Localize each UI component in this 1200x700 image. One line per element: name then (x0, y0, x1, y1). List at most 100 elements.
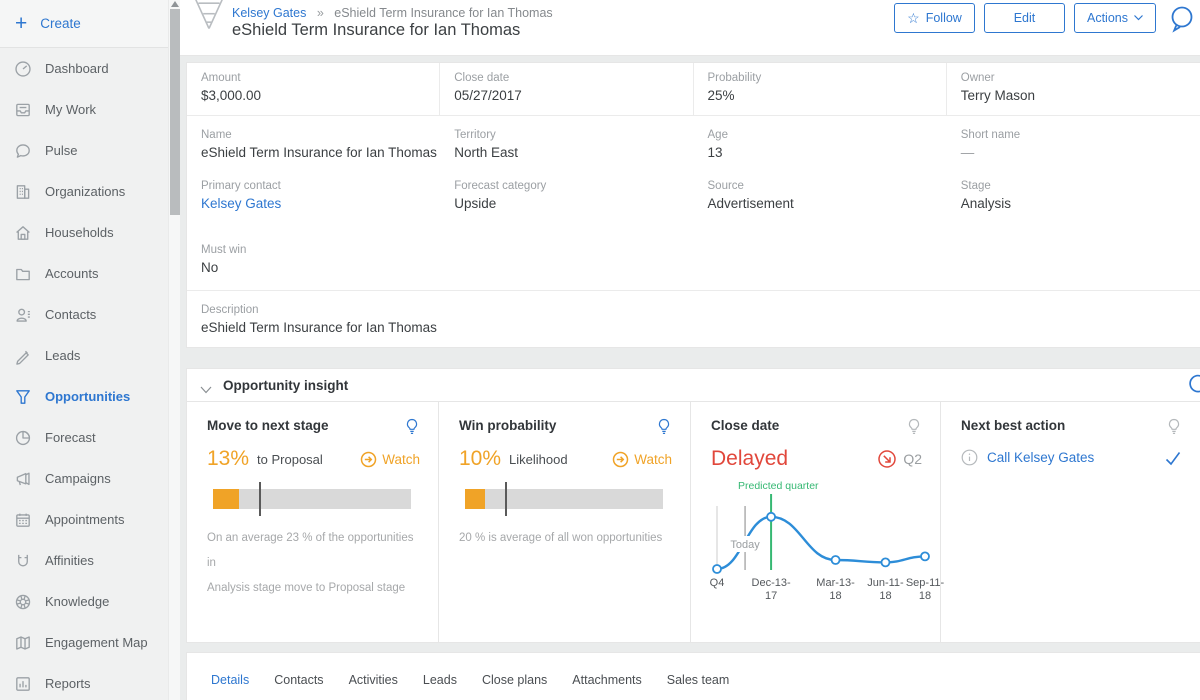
field-value: eShield Term Insurance for Ian Thomas (201, 320, 437, 335)
tab-details[interactable]: Details (211, 673, 250, 687)
sidebar-item-households[interactable]: Households (0, 212, 168, 253)
watch-button[interactable]: Watch (612, 451, 672, 468)
field-value: 05/27/2017 (454, 88, 522, 103)
field-label: Amount (201, 72, 241, 84)
svg-text:Sep-11-: Sep-11- (906, 577, 945, 589)
field-value: eShield Term Insurance for Ian Thomas (201, 145, 437, 160)
sidebar-item-create[interactable]: + Create (0, 0, 180, 48)
tab-attachments[interactable]: Attachments (572, 673, 642, 687)
chevron-down-icon (1134, 15, 1143, 21)
chat-bubble-icon[interactable] (1169, 5, 1195, 33)
field-value-link[interactable]: Kelsey Gates (201, 196, 282, 211)
insight-card-move-to-next-stage: Move to next stage 13% to Proposal (187, 402, 439, 642)
follow-button[interactable]: ☆ Follow (894, 3, 975, 33)
sidebar-item-affinities[interactable]: Affinities (0, 540, 168, 581)
sidebar-item-forecast[interactable]: Forecast (0, 417, 168, 458)
edit-button[interactable]: Edit (984, 3, 1065, 33)
sidebar-item-label: Knowledge (45, 594, 110, 609)
appointments-icon (14, 511, 32, 529)
lightbulb-icon[interactable] (1166, 418, 1182, 436)
sidebar-item-reports[interactable]: Reports (0, 663, 168, 700)
sidebar-item-accounts[interactable]: Accounts (0, 253, 168, 294)
svg-text:Mar-13-: Mar-13- (816, 577, 855, 589)
insight-header: Opportunity insight (187, 369, 1200, 402)
stage-move-percent: 13% (207, 447, 250, 470)
field-value: Terry Mason (960, 88, 1036, 103)
breadcrumb-parent-link[interactable]: Kelsey Gates (232, 6, 307, 20)
win-progress-bar (465, 482, 663, 516)
breadcrumb: Kelsey Gates » eShield Term Insurance fo… (232, 6, 553, 20)
field-source: Source Advertisement (694, 169, 947, 233)
svg-text:Jun-11-: Jun-11- (867, 577, 904, 589)
leads-icon (14, 347, 32, 365)
scrollbar-thumb[interactable] (170, 9, 180, 215)
actions-button[interactable]: Actions (1074, 3, 1156, 33)
sidebar-item-campaigns[interactable]: Campaigns (0, 458, 168, 499)
check-icon[interactable] (1164, 450, 1182, 466)
sidebar-item-label: Dashboard (45, 61, 109, 76)
sidebar-item-dashboard[interactable]: Dashboard (0, 48, 168, 89)
card-title: Win probability (459, 418, 557, 433)
sidebar-item-organizations[interactable]: Organizations (0, 171, 168, 212)
sidebar-item-label: Pulse (45, 143, 78, 158)
field-label: Must win (201, 244, 247, 256)
sidebar-item-label: Leads (45, 348, 81, 363)
sidebar-item-appointments[interactable]: Appointments (0, 499, 168, 540)
card-title: Close date (711, 418, 780, 433)
scroll-up-icon[interactable] (171, 1, 179, 7)
accounts-icon (14, 265, 32, 283)
svg-text:Q4: Q4 (710, 577, 725, 589)
svg-text:Dec-13-: Dec-13- (752, 577, 791, 589)
pulse-icon (14, 142, 32, 160)
field-value: 25% (707, 88, 735, 103)
tab-contacts[interactable]: Contacts (274, 673, 324, 687)
watch-icon (612, 451, 629, 467)
lightbulb-icon[interactable] (906, 418, 922, 436)
record-tabs-panel: Details Contacts Activities Leads Close plan… (186, 652, 1200, 700)
field-value: Advertisement (707, 196, 794, 211)
svg-text:18: 18 (919, 590, 931, 602)
lightbulb-icon[interactable] (656, 418, 672, 436)
field-label: Close date (454, 72, 510, 84)
knowledge-icon (14, 593, 32, 611)
header-buttons: ☆ Follow Edit Actions (894, 3, 1156, 33)
opportunity-funnel-icon (190, 0, 228, 44)
fields-row-2: Name eShield Term Insurance for Ian Thoma… (187, 116, 1200, 169)
sidebar-item-contacts[interactable]: Contacts (0, 294, 168, 335)
sidebar-item-label: Campaigns (45, 471, 111, 486)
sidebar-item-label: Households (45, 225, 114, 240)
delayed-arrow-icon (877, 449, 897, 469)
progress-fill (465, 489, 485, 509)
sidebar-item-pulse[interactable]: Pulse (0, 130, 168, 171)
breadcrumb-separator: » (316, 6, 324, 20)
field-description: Description eShield Term Insurance for I… (187, 290, 1200, 335)
collapse-chevron-icon[interactable] (200, 381, 212, 394)
tab-sales-team[interactable]: Sales team (666, 673, 730, 687)
average-marker (258, 482, 261, 516)
refresh-icon[interactable] (1187, 374, 1200, 396)
next-best-action-link[interactable]: Call Kelsey Gates (987, 450, 1095, 465)
tab-close-plans[interactable]: Close plans (481, 673, 548, 687)
field-territory: Territory North East (440, 116, 693, 169)
sidebar-item-my-work[interactable]: My Work (0, 89, 168, 130)
predicted-quarter-value: Q2 (903, 451, 922, 467)
page-header: Kelsey Gates » eShield Term Insurance fo… (180, 0, 1200, 56)
close-date-status: Delayed (711, 447, 789, 470)
sidebar-item-engagement-map[interactable]: Engagement Map (0, 622, 168, 663)
organizations-icon (14, 183, 32, 201)
svg-text:17: 17 (765, 590, 777, 602)
sidebar-item-knowledge[interactable]: Knowledge (0, 581, 168, 622)
lightbulb-icon[interactable] (404, 418, 420, 436)
sidebar-item-label: Accounts (45, 266, 99, 281)
tab-leads[interactable]: Leads (422, 673, 457, 687)
field-label: Age (707, 129, 728, 141)
tab-activities[interactable]: Activities (348, 673, 398, 687)
sidebar-item-opportunities[interactable]: Opportunities (0, 376, 168, 417)
sidebar-item-leads[interactable]: Leads (0, 335, 168, 376)
insight-card-win-probability: Win probability 10% Likelihood (439, 402, 691, 642)
sidebar-item-label: Engagement Map (45, 635, 148, 650)
sidebar-scrollbar[interactable] (168, 0, 180, 700)
sidebar-item-label: Organizations (45, 184, 126, 199)
field-label: Short name (960, 129, 1021, 141)
watch-button[interactable]: Watch (360, 451, 420, 468)
